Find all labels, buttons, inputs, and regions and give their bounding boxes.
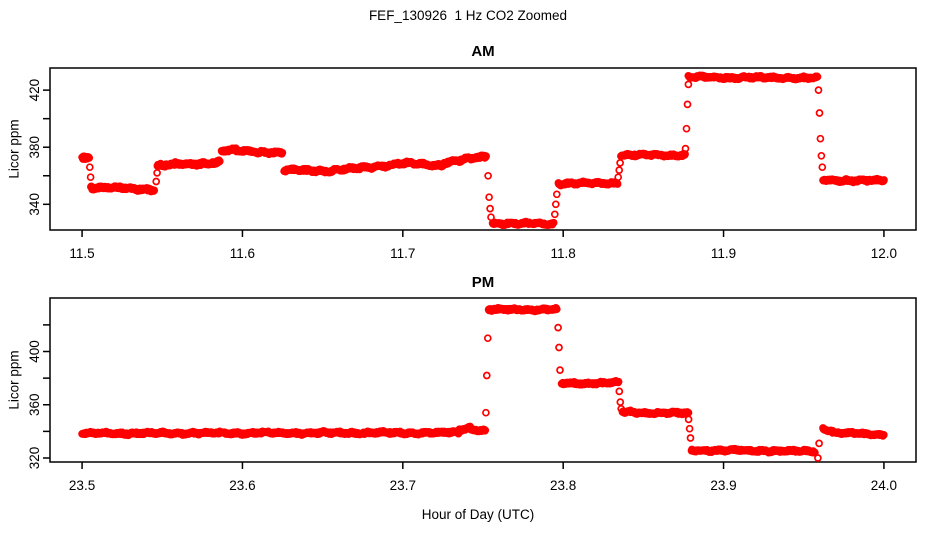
x-tick-label: 11.6 bbox=[230, 246, 255, 261]
x-tick-label: 12.0 bbox=[871, 246, 897, 261]
pm-panel-title: PM bbox=[471, 274, 495, 291]
y-tick-label: 360 bbox=[27, 393, 42, 416]
x-tick-label: 23.7 bbox=[390, 478, 416, 493]
x-tick-label: 11.5 bbox=[69, 246, 94, 261]
x-tick-label: 11.9 bbox=[711, 246, 736, 261]
x-tick-label: 23.6 bbox=[229, 478, 255, 493]
x-tick-label: 24.0 bbox=[871, 478, 897, 493]
y-tick-label: 380 bbox=[27, 136, 42, 159]
plot-box bbox=[49, 67, 917, 231]
y-tick-label: 340 bbox=[27, 193, 42, 216]
plot-box bbox=[49, 297, 917, 463]
figure-title: FEF_130926 1 Hz CO2 Zoomed bbox=[368, 8, 568, 23]
am-y-axis-label: Licor ppm bbox=[6, 119, 22, 179]
x-tick-label: 23.9 bbox=[710, 478, 736, 493]
y-tick-label: 320 bbox=[27, 447, 42, 470]
x-tick-label: 11.8 bbox=[551, 246, 576, 261]
x-tick-label: 11.7 bbox=[390, 246, 415, 261]
pm-y-axis-label: Licor ppm bbox=[6, 350, 22, 410]
x-tick-label: 23.8 bbox=[550, 478, 576, 493]
am-panel-title: AM bbox=[471, 43, 495, 60]
y-tick-label: 420 bbox=[27, 79, 42, 102]
y-tick-label: 400 bbox=[27, 340, 42, 363]
data-points bbox=[78, 303, 888, 462]
x-axis-label: Hour of Day (UTC) bbox=[421, 507, 535, 522]
x-tick-label: 23.5 bbox=[69, 478, 95, 493]
pm-panel-plot: 23.5 23.6 23.7 23.8 23.9 24.0 320 360 400 bbox=[27, 297, 917, 493]
am-panel-plot: 11.5 11.6 11.7 11.8 11.9 12.0 340 380 420 bbox=[27, 67, 917, 261]
data-points bbox=[78, 71, 888, 230]
